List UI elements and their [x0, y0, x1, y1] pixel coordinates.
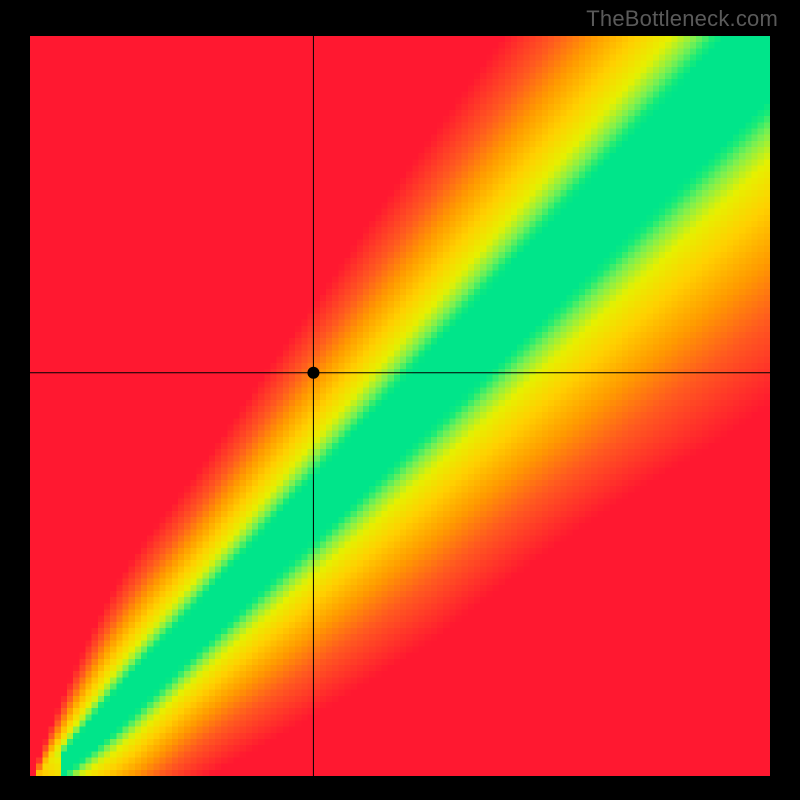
bottleneck-heatmap — [30, 36, 770, 776]
watermark-text: TheBottleneck.com — [586, 6, 778, 32]
chart-container: TheBottleneck.com — [0, 0, 800, 800]
